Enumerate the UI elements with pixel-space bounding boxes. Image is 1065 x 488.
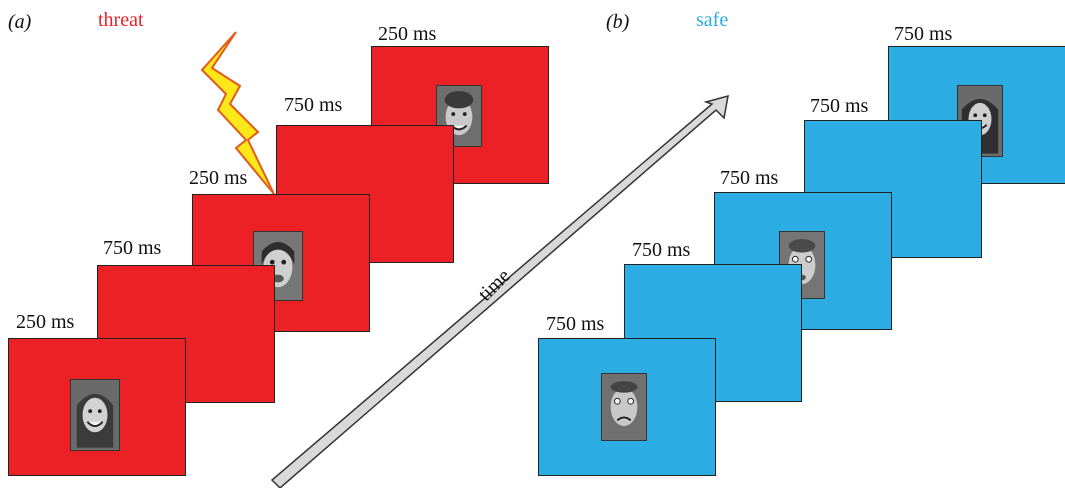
time-arrow-label: time <box>474 265 515 306</box>
